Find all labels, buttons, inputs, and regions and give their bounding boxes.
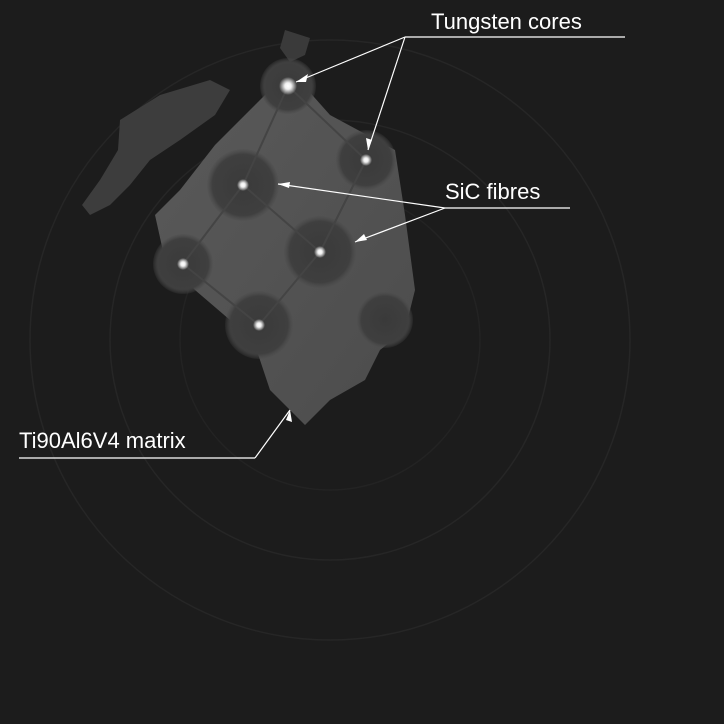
- tungsten-core-markers: [177, 77, 372, 331]
- matrix-label: Ti90Al6V4 matrix: [19, 428, 186, 453]
- sic-fibres-label: SiC fibres: [445, 179, 541, 204]
- annotation-arrowheads: [278, 74, 372, 422]
- tungsten-cores-label: Tungsten cores: [431, 9, 582, 34]
- annotation-leaders: [19, 36, 625, 459]
- debris-fragment-upper: [280, 30, 310, 62]
- fibre-lattice: [182, 85, 367, 326]
- debris-fragment: [82, 80, 230, 215]
